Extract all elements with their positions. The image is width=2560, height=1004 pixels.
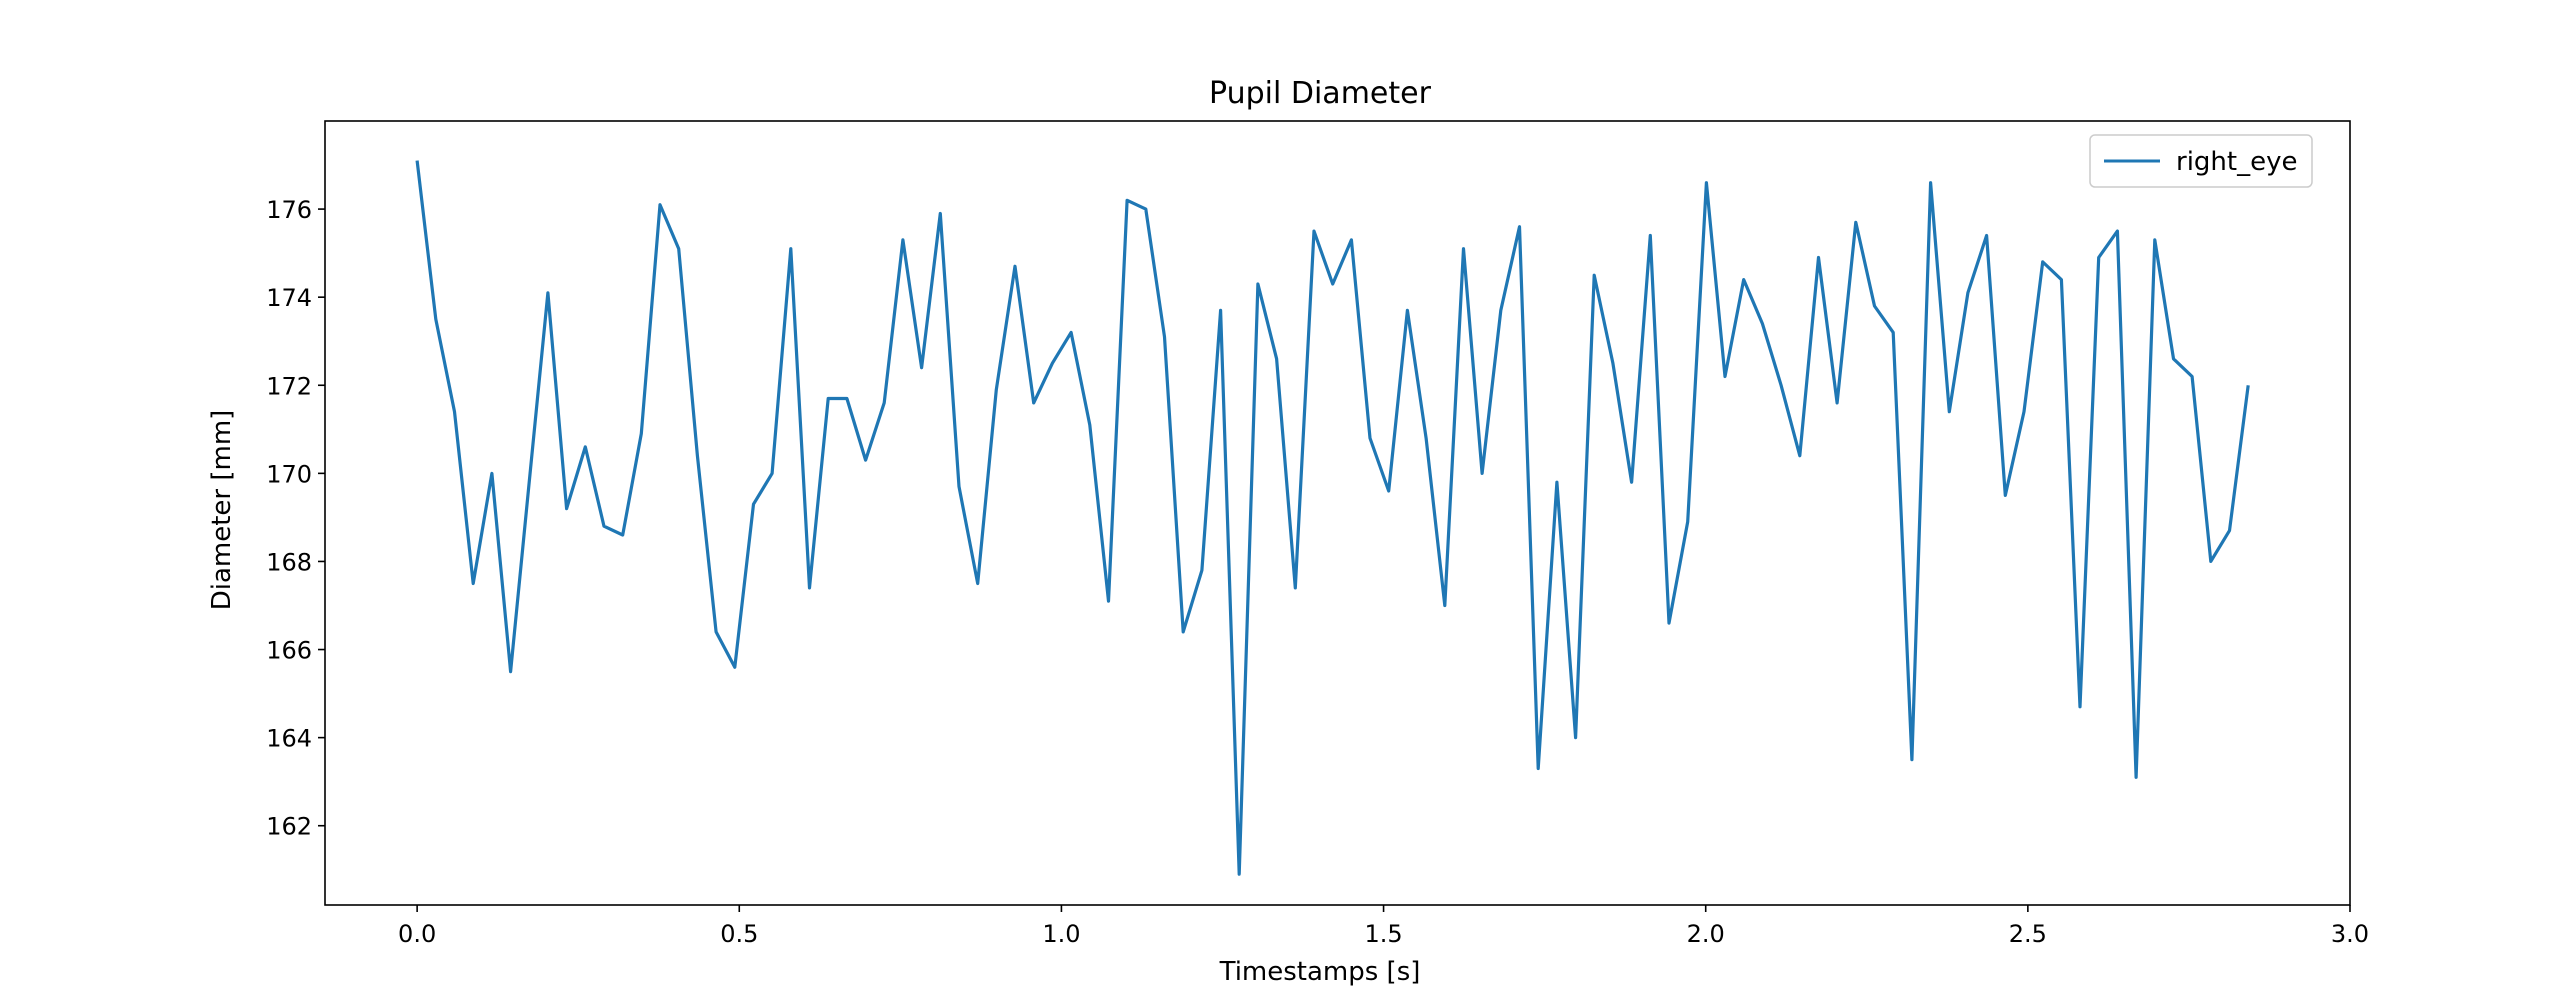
x-tick-label: 0.5: [720, 920, 758, 948]
x-tick-label: 3.0: [2331, 920, 2369, 948]
x-tick-label: 2.0: [1687, 920, 1725, 948]
y-tick-label: 164: [266, 725, 312, 753]
y-tick-label: 176: [266, 196, 312, 224]
plot-area: [324, 120, 2351, 906]
y-tick-label: 162: [266, 813, 312, 841]
x-axis: 0.0 0.5 1.0 1.5 2.0 2.5 3.0: [398, 905, 2369, 948]
y-axis-label: Diameter [mm]: [207, 410, 237, 611]
y-tick-label: 172: [266, 372, 312, 400]
legend: right_eye: [2089, 134, 2313, 188]
x-tick-label: 2.5: [2009, 920, 2047, 948]
x-tick-label: 1.0: [1042, 920, 1080, 948]
chart-title: Pupil Diameter: [1209, 76, 1432, 111]
y-axis: 162 164 166 168 170 172 174 176: [266, 196, 325, 841]
y-tick-label: 170: [266, 460, 312, 488]
legend-frame: [2089, 134, 2313, 188]
x-tick-label: 0.0: [398, 920, 436, 948]
y-tick-label: 174: [266, 284, 312, 312]
axes-frame: [324, 120, 2351, 906]
y-tick-label: 168: [266, 548, 312, 576]
series-line-right-eye: [415, 160, 2250, 876]
legend-label-right-eye: right_eye: [2176, 147, 2297, 177]
y-tick-label: 166: [266, 637, 312, 665]
x-tick-label: 1.5: [1364, 920, 1402, 948]
x-axis-label: Timestamps [s]: [1219, 957, 1421, 987]
